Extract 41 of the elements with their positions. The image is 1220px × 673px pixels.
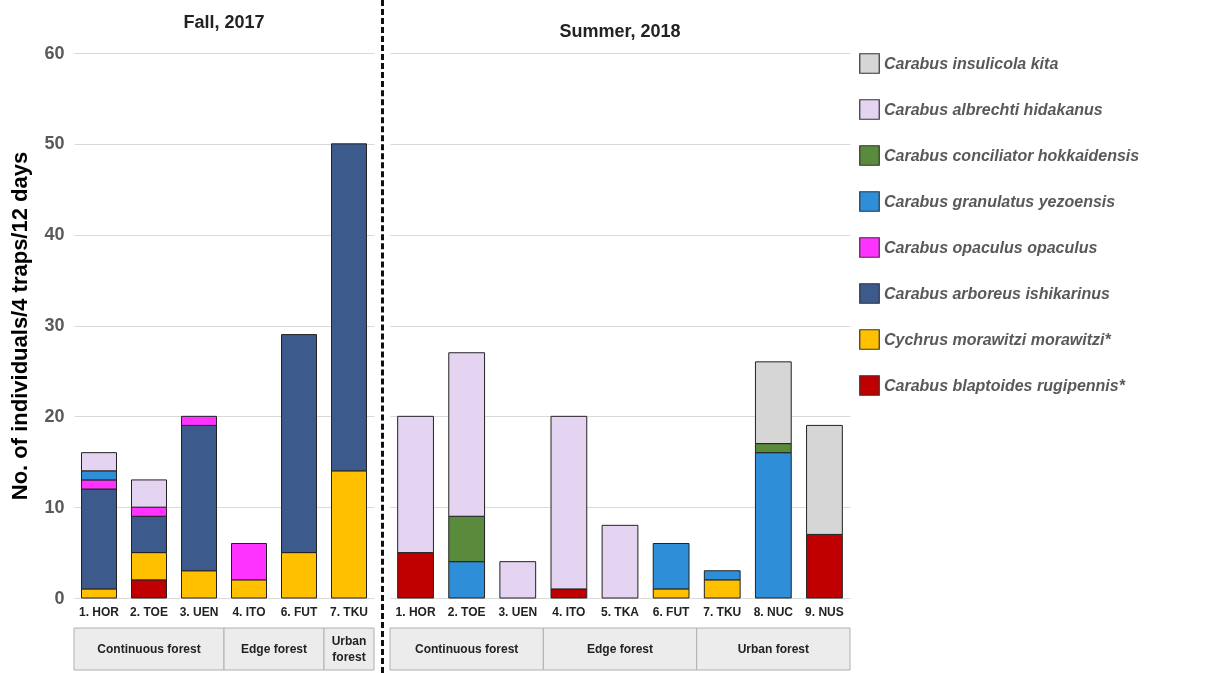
x-tick-label: 2. TOE [447, 604, 486, 619]
legend-label: Carabus insulicola kita [884, 54, 1059, 72]
legend-label: Cychrus morawitzi morawitzi* [884, 330, 1112, 348]
x-tick-label: 6. FUT [652, 604, 691, 619]
legend-label: Carabus opaculus opaculus [884, 238, 1098, 256]
x-tick-label: 1. HOR [78, 604, 120, 619]
chart-title: Fall, 2017 [183, 12, 265, 32]
text: Urban forest [737, 642, 810, 656]
x-tick-label: 3. UEN [179, 604, 219, 619]
x-tick-label: 4. ITO [232, 604, 266, 619]
y-tick-label: 40 [44, 224, 65, 245]
y-tick-label: 50 [44, 133, 65, 154]
text: Edge forest [240, 642, 308, 656]
y-tick-label: 60 [44, 42, 65, 63]
x-tick-label: 7. TKU [329, 604, 369, 619]
y-axis-title: No. of individuals/4 traps/12 days [7, 151, 33, 501]
text: Continuous forest [97, 642, 201, 656]
text: Continuous forest [415, 642, 519, 656]
x-tick-label: 6. FUT [280, 604, 318, 619]
x-tick-label: 8. NUC [753, 604, 794, 619]
bar [499, 561, 537, 599]
x-tick-label: 2. TOE [130, 604, 168, 619]
chart-title: Summer, 2018 [559, 21, 681, 41]
legend-label: Carabus arboreus ishikarinus [884, 284, 1110, 302]
text: Urban forest [331, 634, 367, 664]
x-tick-label: 3. UEN [498, 604, 538, 619]
text: Edge forest [586, 642, 654, 656]
x-tick-label: 4. ITO [552, 604, 586, 619]
y-tick-label: 20 [44, 405, 65, 426]
legend-label: Carabus granulatus yezoensis [884, 192, 1116, 210]
y-tick-label: 10 [44, 496, 65, 517]
legend-label: Carabus blaptoides rugipennis* [884, 376, 1126, 394]
x-tick-label: 1. HOR [395, 604, 436, 619]
legend-label: Carabus conciliator hokkaidensis [884, 146, 1140, 164]
legend-label: Carabus albrechti hidakanus [884, 100, 1103, 118]
x-tick-label: 9. NUS [805, 604, 844, 619]
bar [601, 524, 639, 599]
y-tick-label: 30 [44, 315, 65, 335]
x-tick-label: 7. TKU [703, 604, 742, 619]
y-tick-label: 0 [54, 587, 65, 608]
x-tick-label: 5. TKA [600, 604, 640, 619]
